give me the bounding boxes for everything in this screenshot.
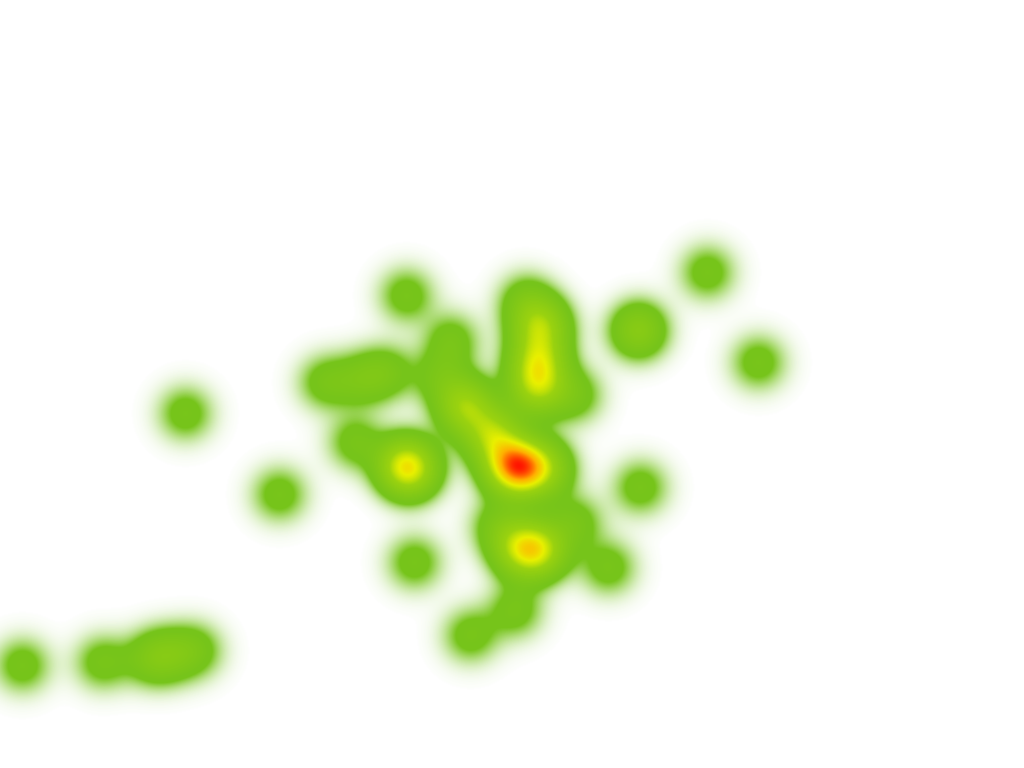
- heat-point-19: [535, 385, 539, 389]
- heat-point-36: [193, 648, 197, 652]
- heat-point-2: [439, 375, 443, 379]
- heat-point-37: [166, 653, 170, 657]
- heat-point-24: [496, 523, 500, 527]
- heat-point-30: [756, 360, 760, 364]
- heat-point-9: [402, 463, 406, 467]
- heat-point-26: [606, 565, 610, 569]
- heat-point-29: [705, 270, 709, 274]
- heat-point-31: [468, 633, 472, 637]
- heat-point-18: [536, 358, 540, 362]
- heat-point-28: [636, 328, 640, 332]
- heat-point-25: [573, 520, 577, 524]
- heat-point-15: [523, 466, 527, 470]
- heat-point-33: [20, 663, 24, 667]
- heat-point-7: [277, 492, 281, 496]
- heat-point-10: [410, 468, 414, 472]
- heat-point-32: [513, 608, 517, 612]
- heat-point-14: [508, 463, 512, 467]
- heat-point-12: [463, 404, 467, 408]
- heat-point-3: [385, 370, 389, 374]
- heat-point-20: [523, 298, 527, 302]
- heat-point-11: [412, 560, 416, 564]
- heat-point-6: [183, 411, 187, 415]
- heat-point-16: [543, 466, 547, 470]
- heat-point-13: [490, 432, 494, 436]
- heat-point-5: [359, 377, 363, 381]
- heat-point-8: [353, 440, 357, 444]
- heat-point-22: [518, 546, 522, 550]
- heat-point-27: [638, 485, 642, 489]
- heat-point-35: [148, 656, 152, 660]
- heat-point-4: [323, 380, 327, 384]
- heat-point-23: [538, 548, 542, 552]
- heat-point-34: [100, 660, 104, 664]
- heat-point-0: [404, 293, 408, 297]
- heat-point-21: [573, 393, 577, 397]
- heat-point-17: [538, 323, 542, 327]
- heat-point-1: [449, 338, 453, 342]
